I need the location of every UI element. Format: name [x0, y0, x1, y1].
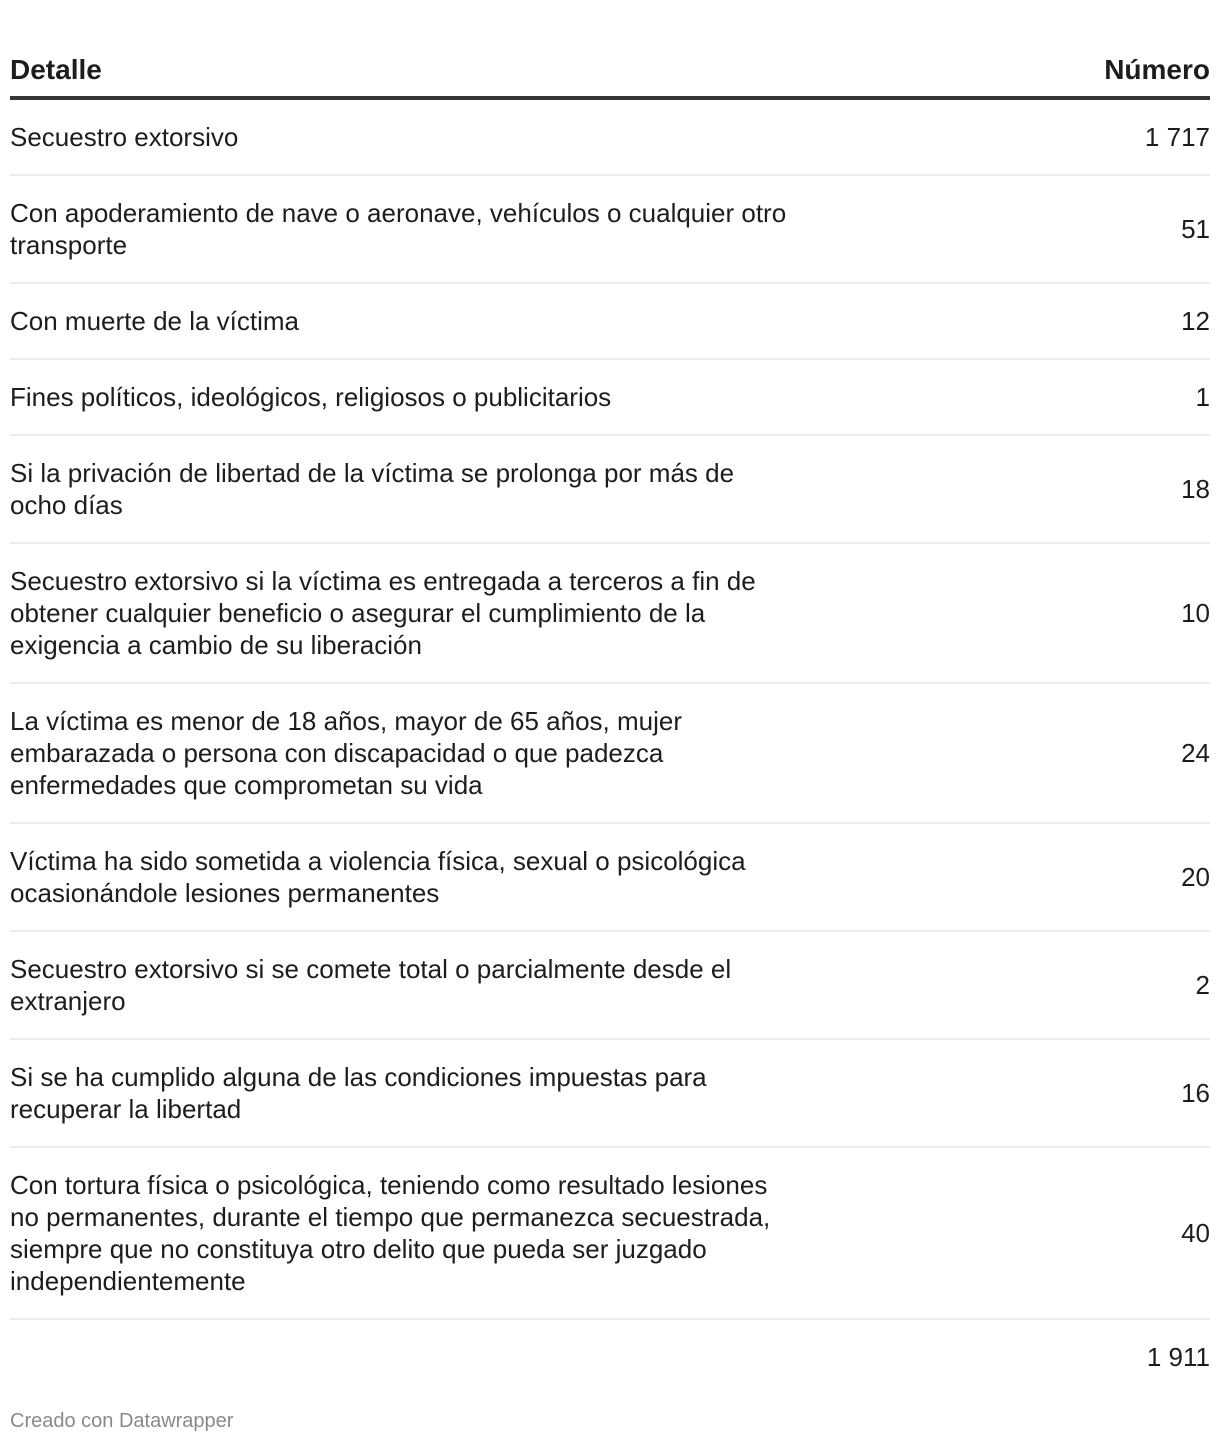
- row-detail: Con tortura física o psicológica, tenien…: [10, 1170, 771, 1296]
- footer-credit[interactable]: Creado con Datawrapper: [10, 1410, 234, 1432]
- row-detail: Fines políticos, ideológicos, religiosos…: [10, 382, 612, 412]
- table-row: Secuestro extorsivo 1 717: [10, 100, 1210, 176]
- row-number: 1: [1195, 382, 1210, 412]
- table-row: Si la privación de libertad de la víctim…: [10, 436, 1210, 544]
- row-number: 18: [1181, 474, 1210, 504]
- table-row: Fines políticos, ideológicos, religiosos…: [10, 360, 1210, 436]
- row-detail: Con muerte de la víctima: [10, 306, 300, 336]
- row-detail: Si se ha cumplido alguna de las condicio…: [10, 1062, 707, 1124]
- row-detail: Secuestro extorsivo si se comete total o…: [10, 954, 732, 1016]
- row-detail: Si la privación de libertad de la víctim…: [10, 458, 735, 520]
- row-detail: Secuestro extorsivo si la víctima es ent…: [10, 566, 756, 660]
- column-header-number[interactable]: Número: [1104, 54, 1210, 85]
- table-row: Si se ha cumplido alguna de las condicio…: [10, 1040, 1210, 1148]
- row-number: 24: [1181, 738, 1210, 768]
- row-number: 16: [1181, 1078, 1210, 1108]
- table-row: Secuestro extorsivo si la víctima es ent…: [10, 544, 1210, 684]
- row-number: 12: [1181, 306, 1210, 336]
- row-number: 1 717: [1144, 122, 1210, 152]
- row-detail: La víctima es menor de 18 años, mayor de…: [10, 706, 683, 800]
- row-number: 2: [1195, 970, 1210, 1000]
- table-row: Víctima ha sido sometida a violencia fís…: [10, 824, 1210, 932]
- column-header-detail[interactable]: Detalle: [10, 54, 102, 85]
- row-number: 20: [1181, 862, 1210, 892]
- data-table: Detalle Número Secuestro extorsivo 1 717 C…: [10, 40, 1210, 1394]
- row-detail: Víctima ha sido sometida a violencia fís…: [10, 846, 746, 908]
- table-row: Con muerte de la víctima 12: [10, 284, 1210, 360]
- row-number: 40: [1181, 1218, 1210, 1248]
- table-header: Detalle Número: [10, 40, 1210, 100]
- row-detail: Con apoderamiento de nave o aeronave, ve…: [10, 198, 787, 260]
- table-row: Con tortura física o psicológica, tenien…: [10, 1148, 1210, 1320]
- table-row: Con apoderamiento de nave o aeronave, ve…: [10, 176, 1210, 284]
- total-value: 1 911: [1146, 1342, 1210, 1372]
- total-row: 1 911: [10, 1320, 1210, 1394]
- table-body: Secuestro extorsivo 1 717 Con apoderamient…: [10, 100, 1210, 1320]
- table-row: Secuestro extorsivo si se comete total o…: [10, 932, 1210, 1040]
- row-detail: Secuestro extorsivo: [10, 122, 239, 152]
- row-number: 51: [1181, 214, 1210, 244]
- table-row: La víctima es menor de 18 años, mayor de…: [10, 684, 1210, 824]
- row-number: 10: [1181, 598, 1210, 628]
